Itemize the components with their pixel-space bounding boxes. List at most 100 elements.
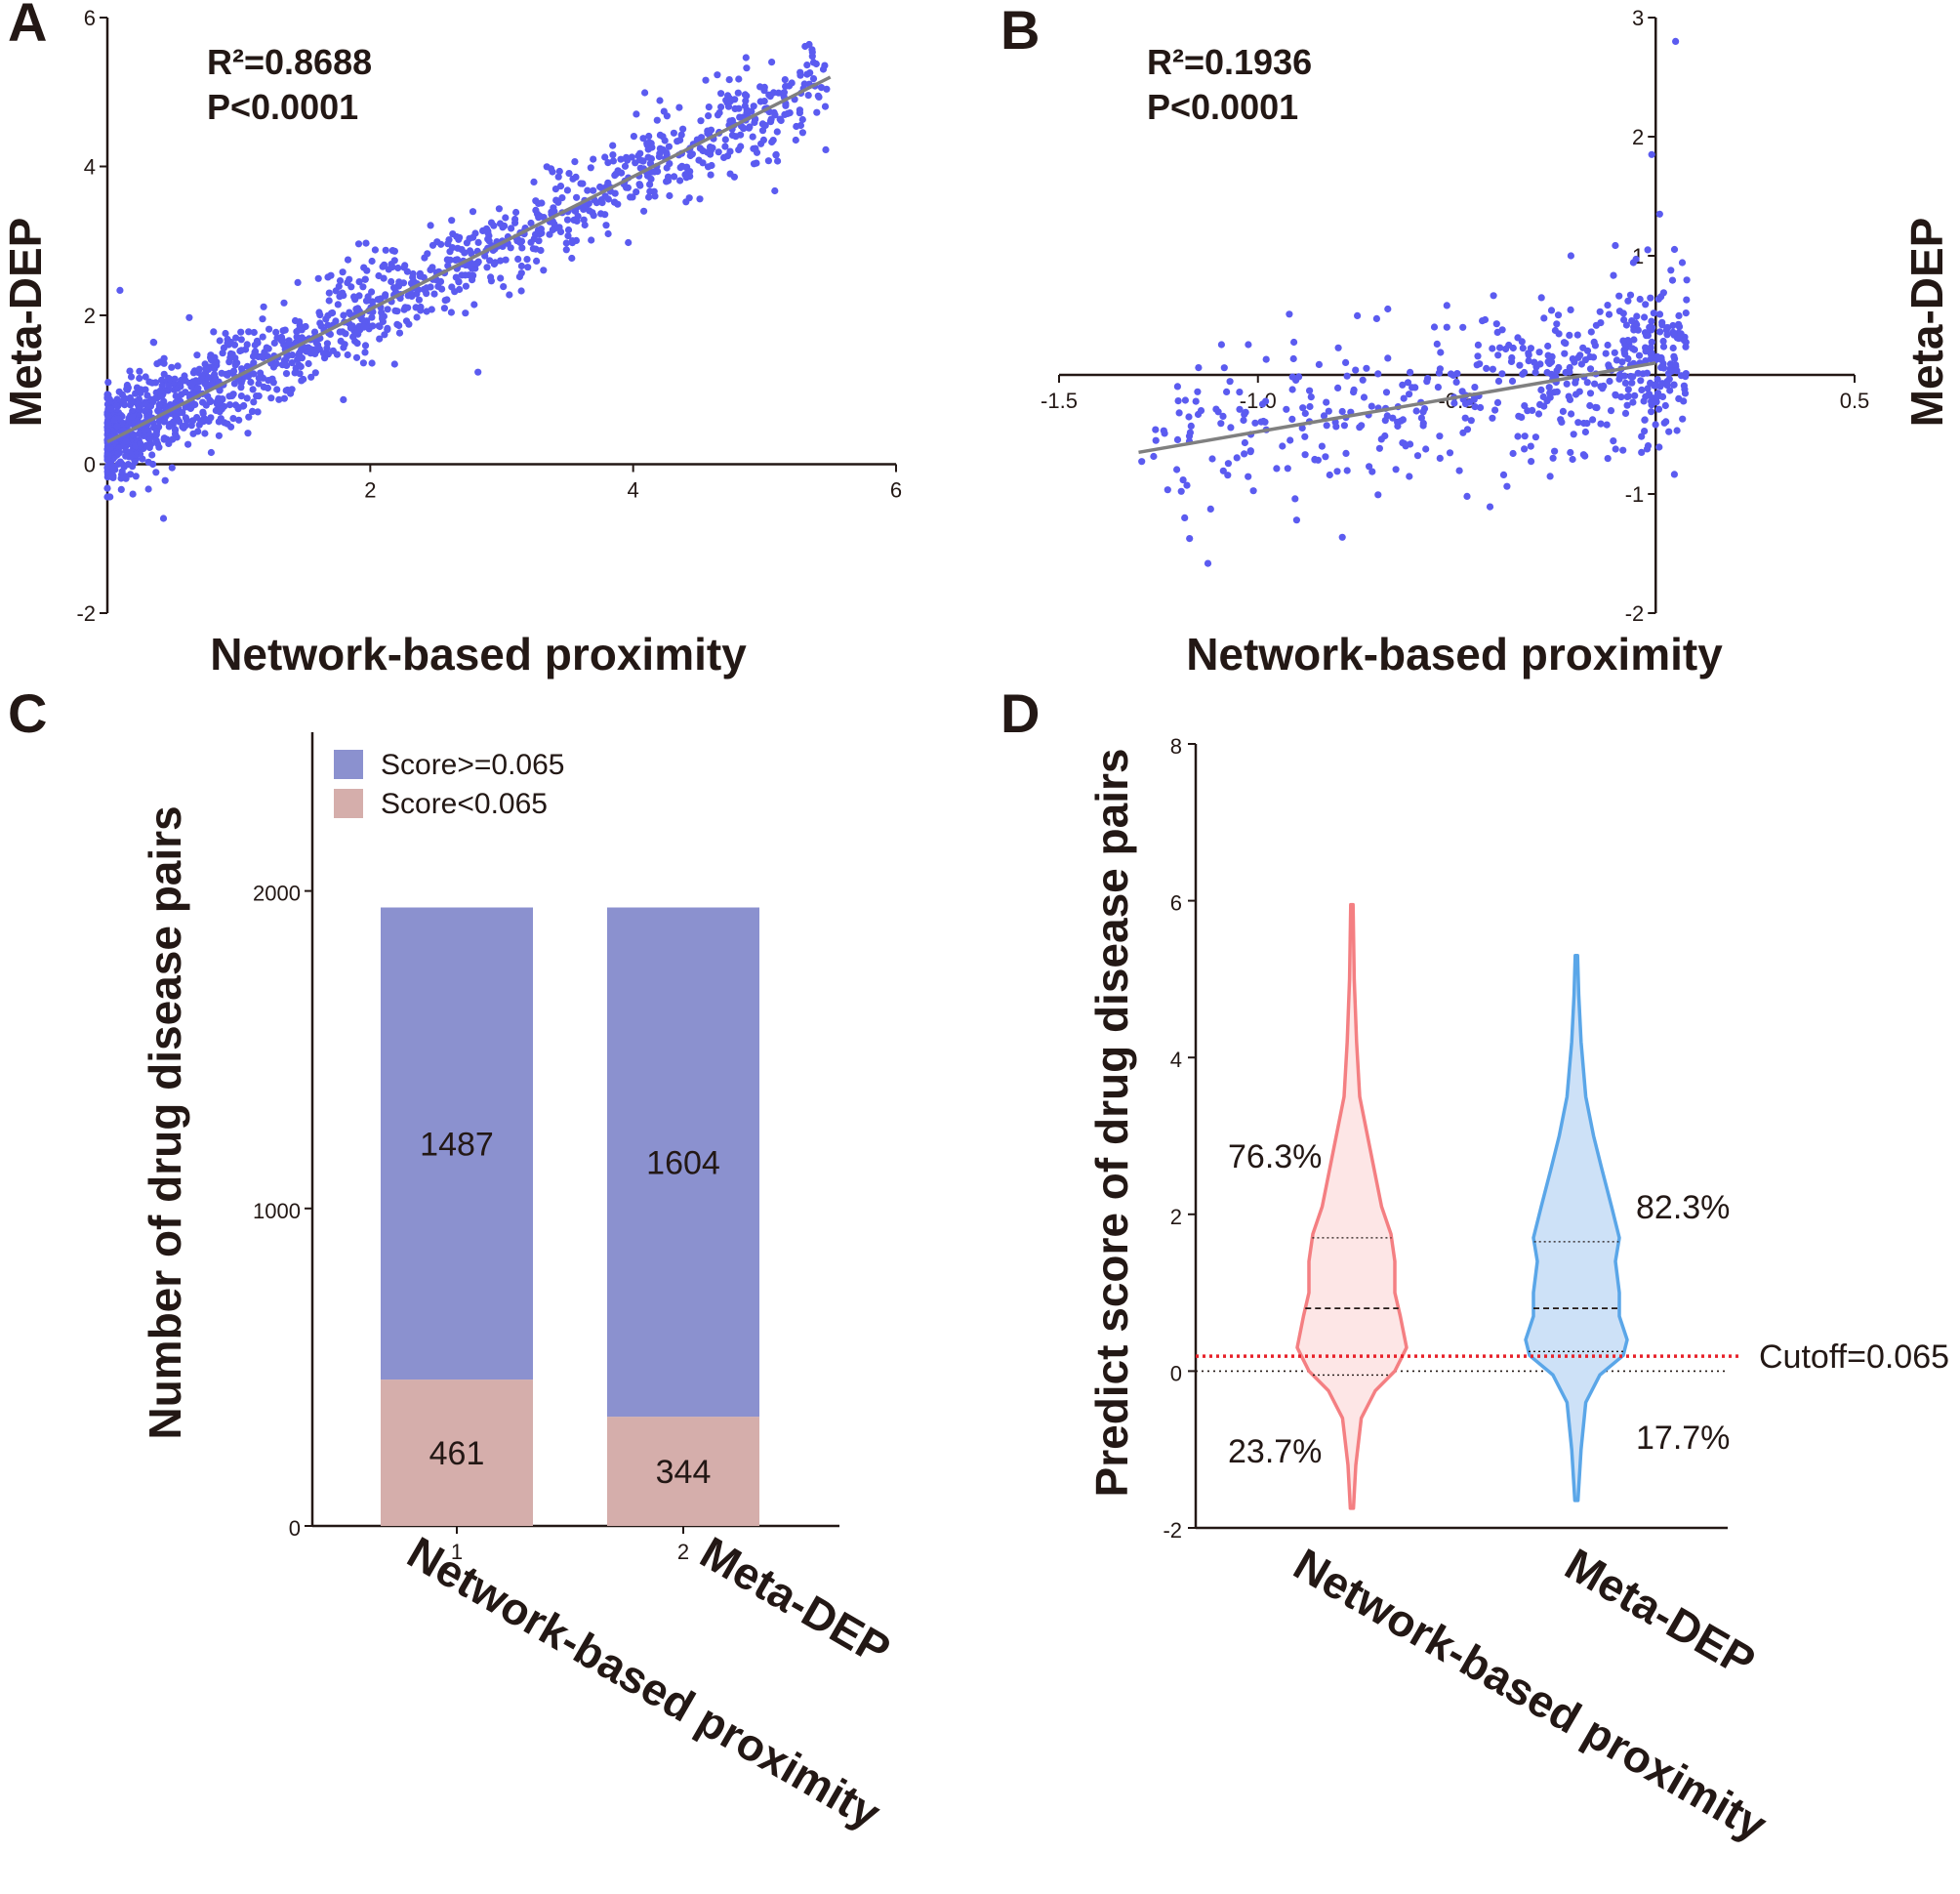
panel-b-point [1354, 311, 1362, 319]
panel-a-point [109, 463, 117, 471]
panel-b-point [1338, 407, 1346, 416]
panel-b-point [1572, 379, 1579, 387]
panel-b-point [1514, 432, 1522, 440]
panel-a-point [523, 256, 531, 264]
panel-b-point [1630, 336, 1638, 344]
panel-b-point [1473, 361, 1481, 369]
panel-c-legend: Score>=0.065 Score<0.065 [334, 749, 564, 820]
panel-a-point [646, 181, 654, 188]
panel-a-point [725, 76, 733, 84]
panel-c-ylabel: Number of drug disease pairs [140, 805, 190, 1439]
panel-a-point [144, 485, 152, 493]
panel-a-point [199, 410, 207, 418]
panel-a-x-tick-label: 4 [628, 478, 639, 503]
panel-a-point [636, 182, 644, 189]
panel-a-point [344, 350, 351, 359]
panel-a-letter: A [8, 0, 47, 53]
panel-b-point [1490, 292, 1497, 300]
panel-c-bar-high-label: 1604 [646, 1144, 720, 1181]
panel-b-point [1644, 246, 1652, 254]
panel-a-y-tick-label: 2 [84, 304, 96, 328]
panel-a-point [644, 153, 652, 161]
panel-b-point [1654, 376, 1661, 384]
panel-b-point [1612, 445, 1619, 453]
panel-a-point [211, 371, 219, 379]
panel-a-point [511, 215, 519, 224]
panel-b-point [1208, 455, 1216, 463]
panel-a-point [704, 163, 713, 171]
panel-b-letter: B [1000, 0, 1040, 61]
panel-b-point [1638, 386, 1646, 393]
panel-a-ylabel: Meta-DEP [0, 218, 51, 428]
panel-a-point [707, 171, 715, 179]
panel-c: C 0 1000 2000 461 1487 1 344 1604 2Network-base… [8, 682, 899, 1839]
panel-b-point [1622, 321, 1630, 329]
panel-a-point [564, 226, 573, 234]
panel-a-point [328, 309, 336, 317]
panel-a-point [514, 255, 522, 263]
panel-a-point [305, 359, 312, 368]
panel-b-point [1241, 438, 1248, 447]
panel-b-point [1638, 432, 1646, 440]
panel-a-point [145, 435, 153, 444]
panel-b-point [1185, 413, 1193, 421]
panel-a-point [184, 440, 192, 448]
panel-a-point [563, 186, 572, 194]
panel-a-point [451, 288, 459, 296]
panel-a-point [715, 148, 722, 156]
panel-a-point [228, 350, 236, 358]
panel-a-point [264, 384, 271, 392]
panel-b-point [1636, 295, 1644, 304]
panel-a-point [821, 103, 830, 110]
panel-b-point [1570, 431, 1577, 438]
panel-a-point [661, 137, 669, 144]
panel-a-point [116, 458, 124, 466]
panel-a-point [423, 290, 430, 298]
panel-b-point [1566, 331, 1573, 339]
panel-a-point [562, 246, 570, 254]
panel-a-point [259, 315, 266, 323]
panel-a-point [507, 244, 514, 252]
panel-a-point [666, 160, 674, 168]
panel-a-point [502, 214, 510, 222]
panel-b-point [1519, 345, 1527, 352]
panel-b-point [1326, 471, 1333, 479]
panel-b-point [1621, 350, 1629, 358]
panel-a-point [434, 282, 442, 290]
panel-c-bar-low-label: 461 [429, 1435, 485, 1472]
panel-a-point [291, 369, 299, 377]
panel-b-point [1219, 412, 1227, 420]
panel-a-point [359, 359, 367, 367]
panel-a-point [758, 127, 767, 135]
panel-d-violin-1-above: 76.3% [1228, 1138, 1322, 1175]
panel-a-point [798, 129, 807, 137]
panel-a-point [590, 186, 597, 194]
panel-b-point [1574, 353, 1582, 361]
panel-b-point [1307, 393, 1315, 401]
panel-b-point [1555, 363, 1563, 372]
panel-b-point [1273, 465, 1281, 473]
panel-b-point [1474, 341, 1482, 349]
panel-b-point [1331, 418, 1339, 426]
panel-b-point [1509, 344, 1517, 352]
panel-a-point [444, 240, 452, 248]
panel-a-y-tick-label: 4 [84, 155, 96, 180]
panel-a-point [249, 352, 258, 360]
panel-b-point [1224, 472, 1232, 479]
panel-a-point [796, 106, 804, 114]
panel-a-point [231, 361, 239, 369]
panel-a-point [471, 260, 479, 268]
panel-b-point [1406, 391, 1413, 398]
panel-b-point [1174, 397, 1182, 405]
panel-b-point [1446, 449, 1454, 457]
panel-b-point [1452, 378, 1460, 386]
panel-b-point [1368, 402, 1375, 410]
panel-b-point [1683, 296, 1691, 304]
panel-a-point [247, 378, 255, 387]
panel-a-point [650, 168, 659, 176]
panel-a-point [323, 345, 331, 352]
panel-a-point [272, 360, 280, 368]
panel-b-point [1521, 432, 1529, 440]
panel-b-point [1233, 454, 1241, 462]
panel-b-point [1306, 387, 1314, 394]
